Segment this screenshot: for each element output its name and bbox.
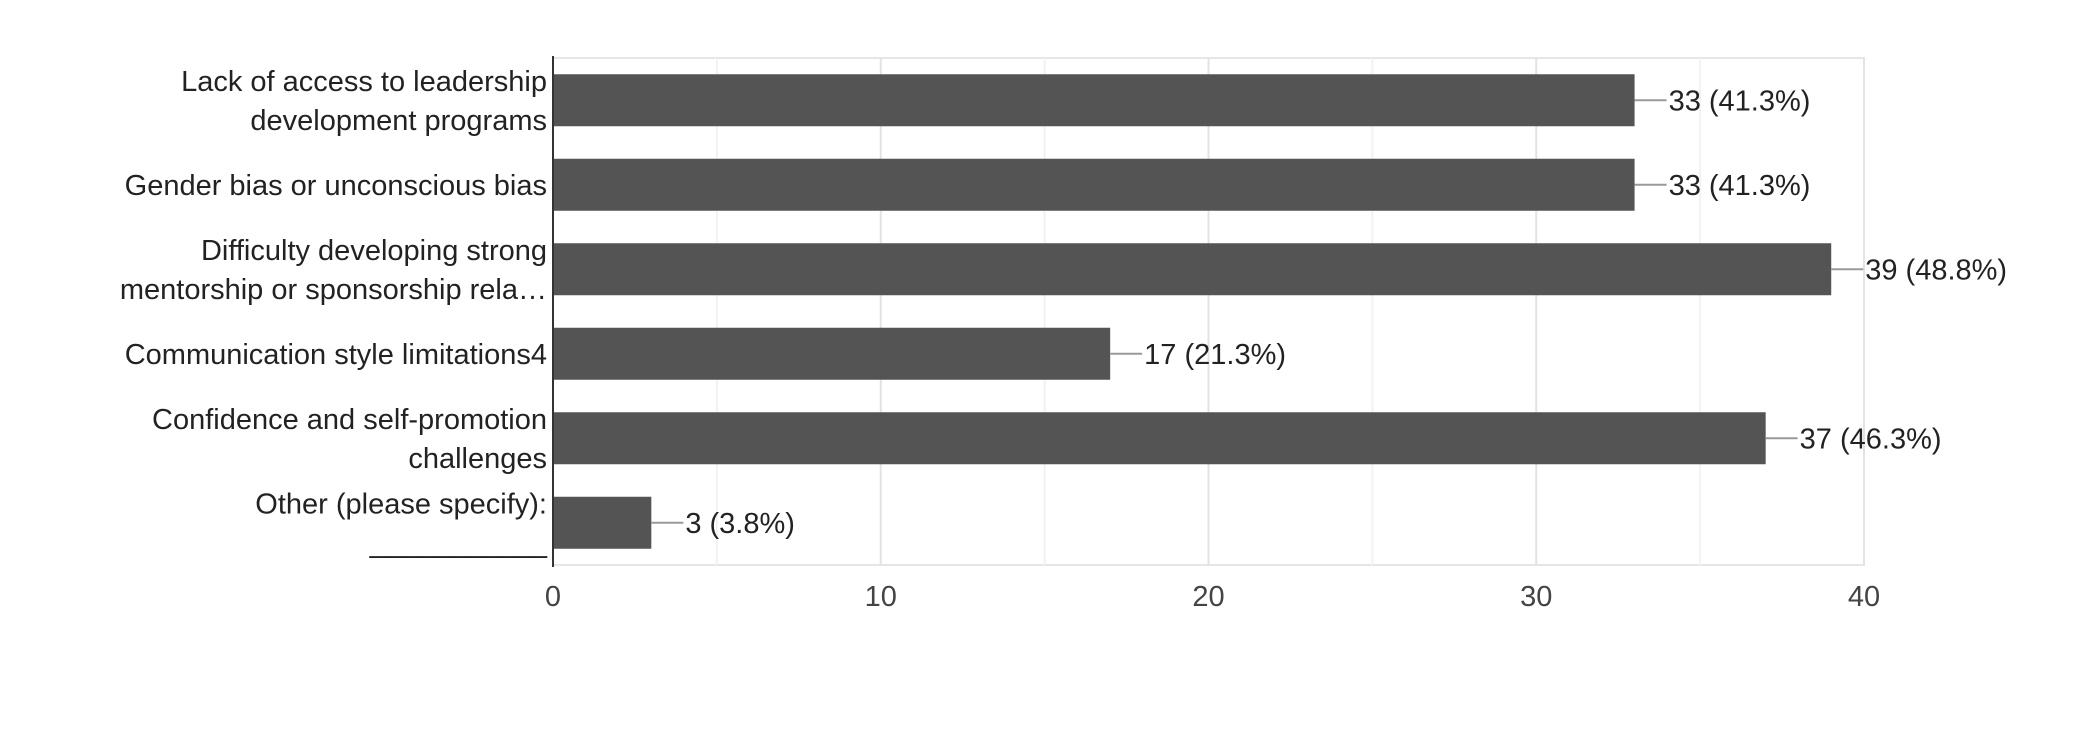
bar	[553, 74, 1635, 127]
x-tick-label: 0	[545, 581, 561, 613]
category-label: Gender bias or unconscious bias	[125, 170, 547, 202]
bar	[553, 243, 1832, 296]
category-label: Difficulty developing strong	[201, 235, 547, 267]
data-label: 33 (41.3%)	[1669, 85, 1811, 117]
bars-layer	[553, 74, 1864, 549]
category-label: Communication style limitations4	[125, 339, 547, 371]
category-label: Confidence and self-promotion	[152, 404, 547, 436]
category-label: ___________	[369, 527, 548, 559]
data-label: 3 (3.8%)	[685, 508, 795, 540]
x-tick-label: 40	[1848, 581, 1880, 613]
data-label: 37 (46.3%)	[1800, 423, 1942, 455]
x-tick-label: 30	[1520, 581, 1552, 613]
bar	[553, 327, 1111, 380]
category-label: Other (please specify):	[255, 488, 547, 520]
category-label: development programs	[250, 105, 547, 137]
labels-layer: 0 10 20 30 40 33 (41.3%) Lack of access to lea…	[120, 66, 2007, 613]
data-label: 33 (41.3%)	[1669, 170, 1811, 202]
grid-layer	[552, 57, 1865, 566]
category-label: mentorship or sponsorship rela…	[120, 274, 547, 306]
bar	[553, 496, 652, 549]
category-label: challenges	[408, 443, 547, 475]
bar	[553, 412, 1766, 465]
x-tick-label: 10	[865, 581, 897, 613]
bar	[553, 158, 1635, 211]
category-label: Lack of access to leadership	[181, 66, 547, 98]
data-label: 17 (21.3%)	[1144, 339, 1286, 371]
x-tick-label: 20	[1192, 581, 1224, 613]
data-label: 39 (48.8%)	[1865, 254, 2007, 286]
